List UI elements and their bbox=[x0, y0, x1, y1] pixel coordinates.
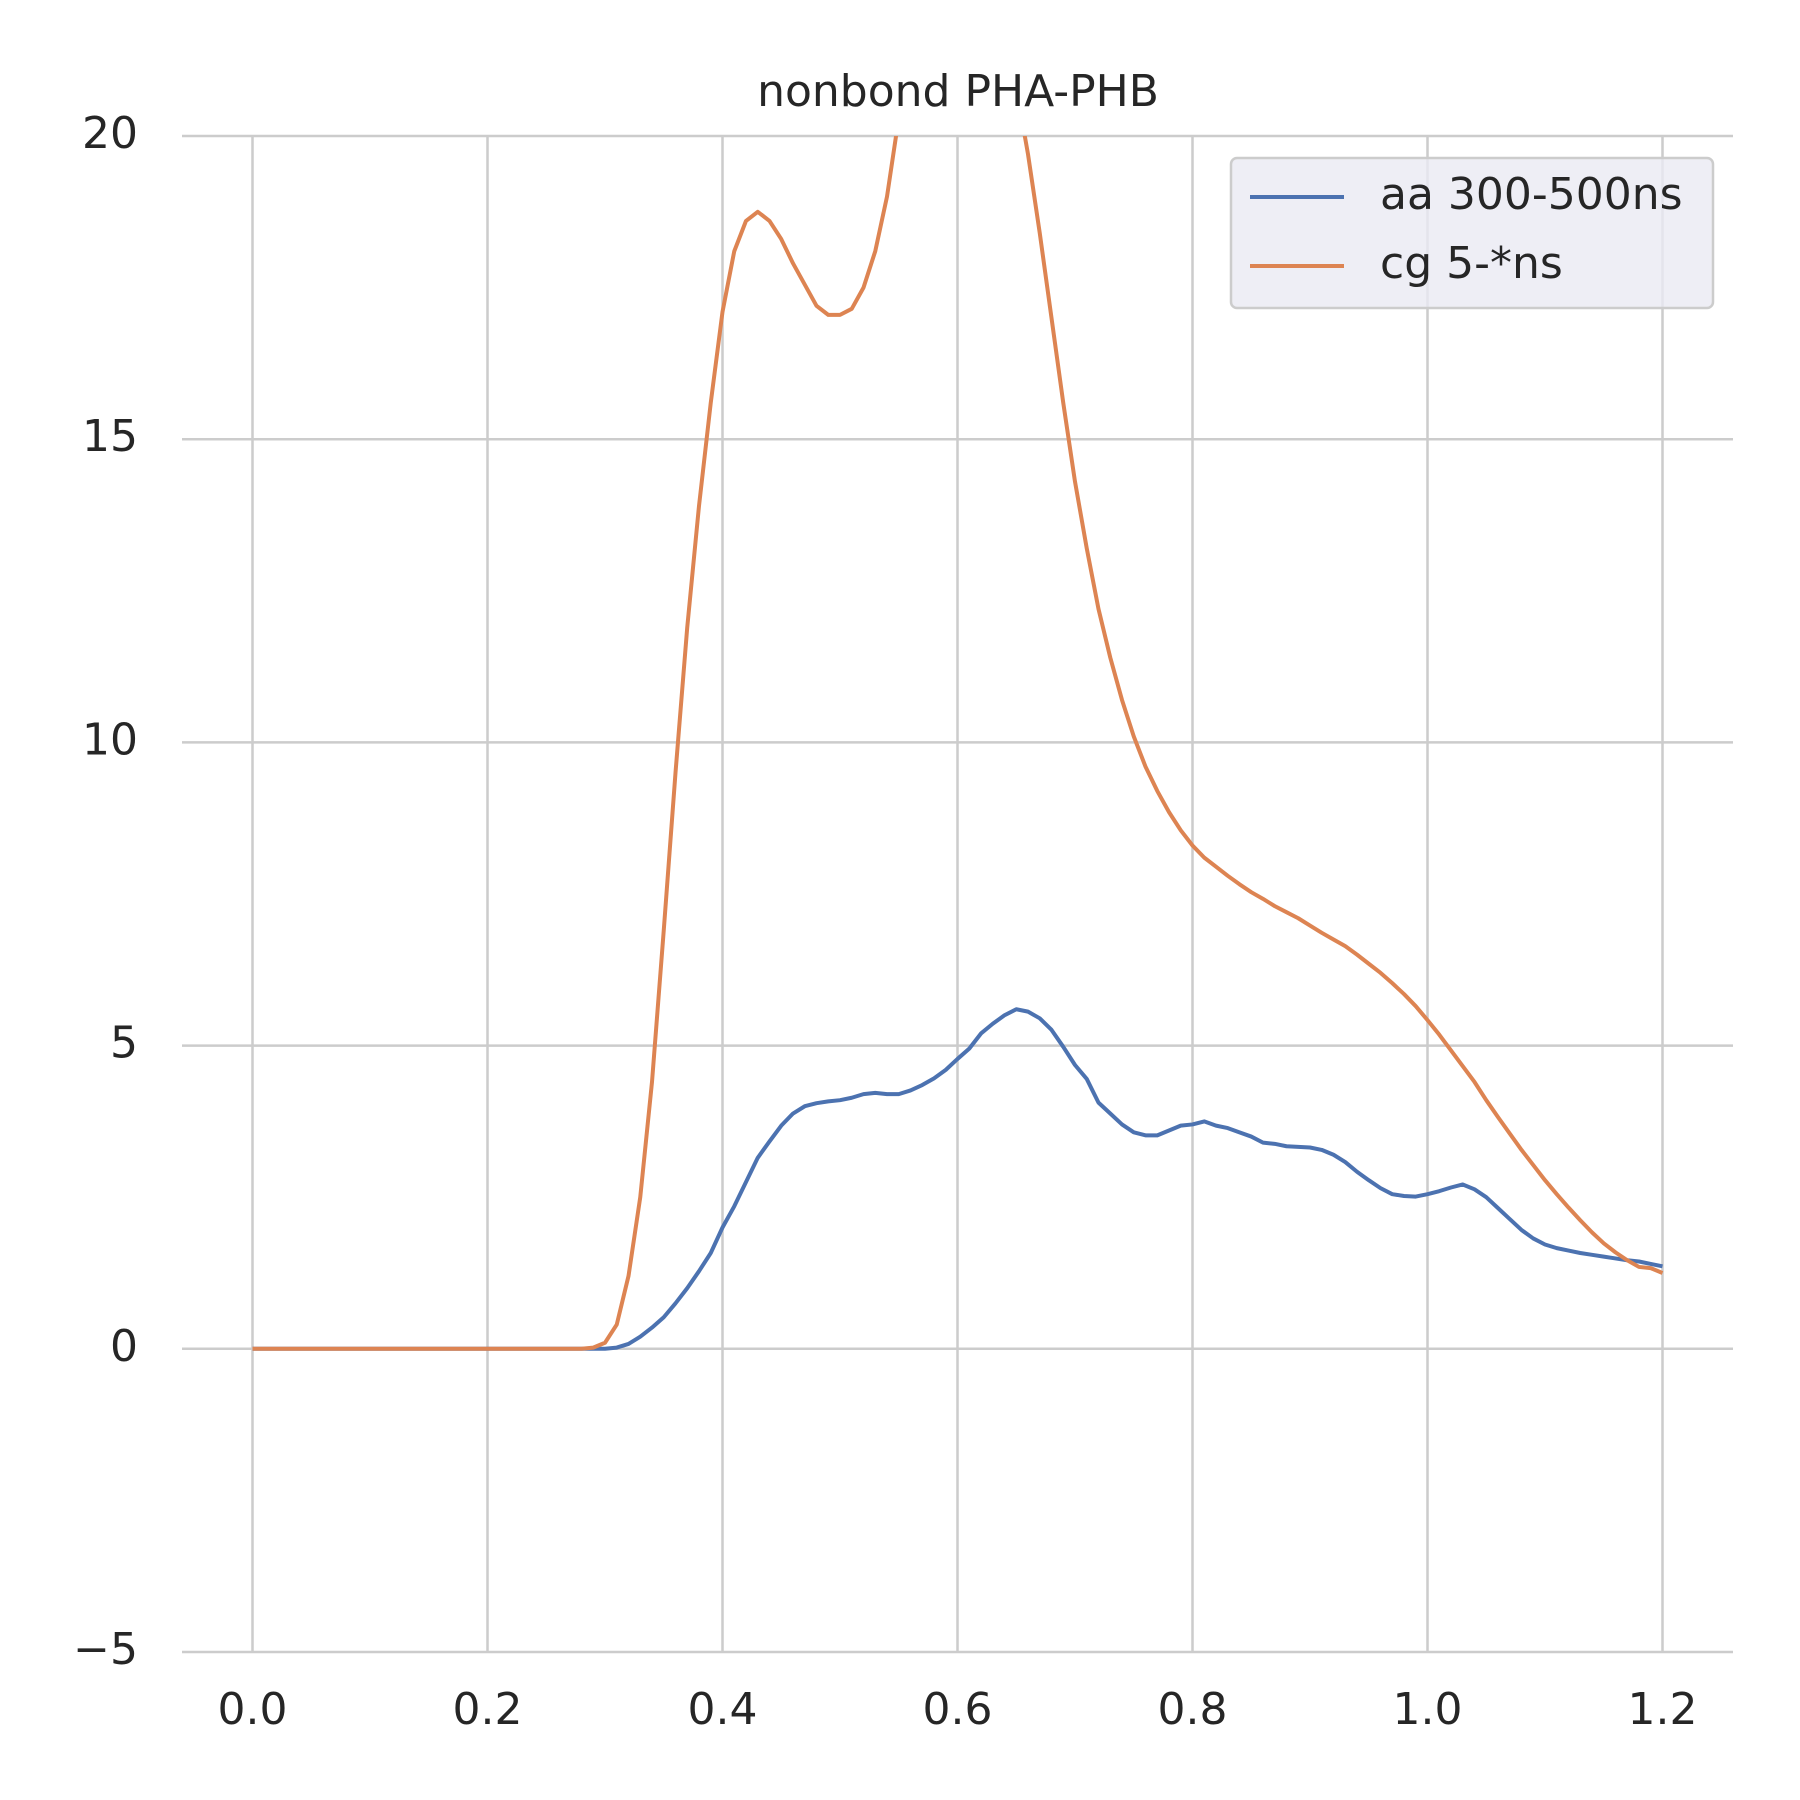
legend-label: aa 300-500ns bbox=[1380, 169, 1683, 220]
x-tick-label: 0.4 bbox=[688, 1684, 758, 1735]
x-tick-label: 0.8 bbox=[1158, 1684, 1228, 1735]
x-tick-label: 0.6 bbox=[923, 1684, 993, 1735]
x-tick-label: 0.0 bbox=[218, 1684, 288, 1735]
legend-box bbox=[1229, 156, 1715, 310]
y-tick-label: 20 bbox=[82, 108, 138, 159]
x-tick-label: 1.2 bbox=[1628, 1684, 1698, 1735]
y-tick-label: 5 bbox=[110, 1018, 138, 1069]
grid: 0.0 0.2 0.4 0.6 0.8 1.0 1.2 −5 0 5 10 15 20 bbox=[73, 108, 1733, 1735]
x-tick-label: 1.0 bbox=[1393, 1684, 1463, 1735]
series-line bbox=[252, 136, 1664, 1351]
y-tick-label: 15 bbox=[82, 411, 138, 462]
legend: aa 300-500ns cg 5-*ns bbox=[1229, 156, 1715, 310]
x-tick-label: 0.2 bbox=[453, 1684, 523, 1735]
y-tick-label: 0 bbox=[110, 1321, 138, 1372]
y-tick-label: −5 bbox=[73, 1624, 138, 1675]
chart-title: nonbond PHA-PHB bbox=[757, 66, 1159, 117]
legend-label: cg 5-*ns bbox=[1380, 238, 1563, 289]
y-tick-label: 10 bbox=[82, 714, 138, 765]
plot-area bbox=[252, 136, 1664, 1351]
